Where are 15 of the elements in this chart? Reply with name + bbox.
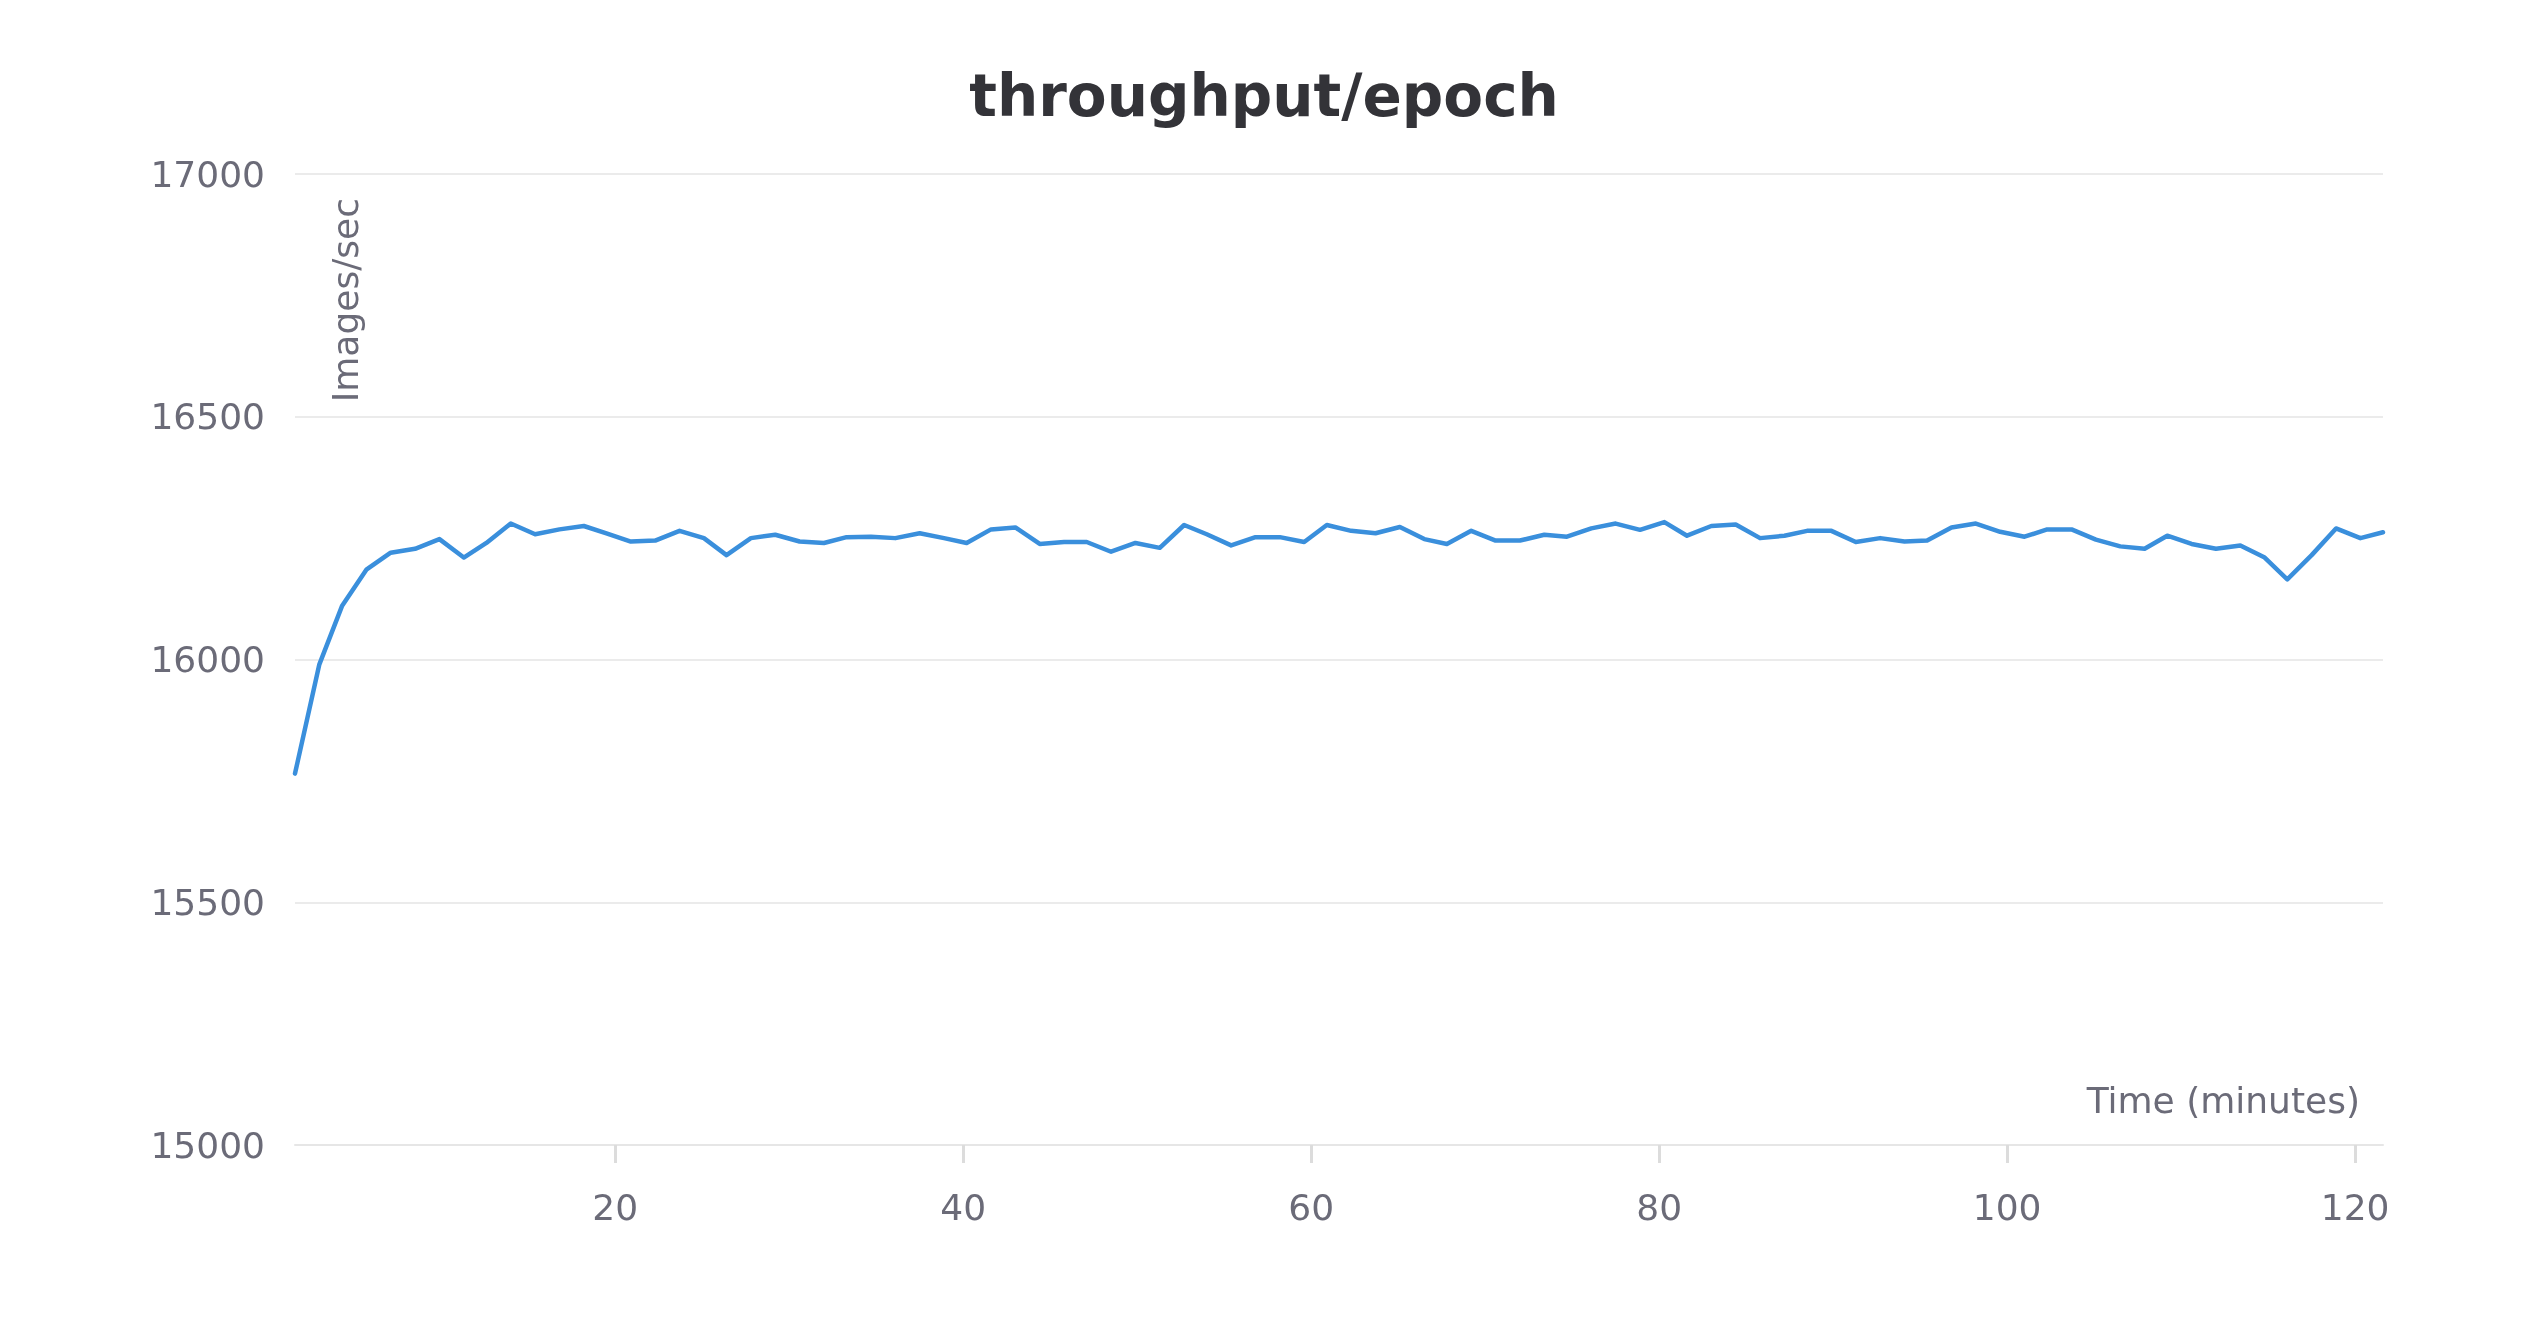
x-tick-label: 40: [940, 1186, 987, 1228]
line-series: [292, 519, 2386, 776]
y-tick-label: 17000: [150, 153, 265, 195]
y-tick-label: 15000: [150, 1124, 265, 1166]
x-axis-title: Time (minutes): [2085, 1079, 2360, 1121]
x-tick-label: 80: [1636, 1186, 1683, 1228]
x-tick-label: 20: [592, 1186, 639, 1228]
x-tick-label: 100: [1972, 1186, 2042, 1228]
y-tick-label: 16500: [150, 396, 265, 438]
y-tick-label: 15500: [150, 881, 265, 923]
chart-title: throughput/epoch: [969, 62, 1559, 130]
y-axis-title: Images/sec: [324, 198, 366, 403]
x-tick-label: 120: [2320, 1186, 2390, 1228]
x-tick-label: 60: [1288, 1186, 1335, 1228]
y-tick-label: 16000: [150, 639, 265, 680]
